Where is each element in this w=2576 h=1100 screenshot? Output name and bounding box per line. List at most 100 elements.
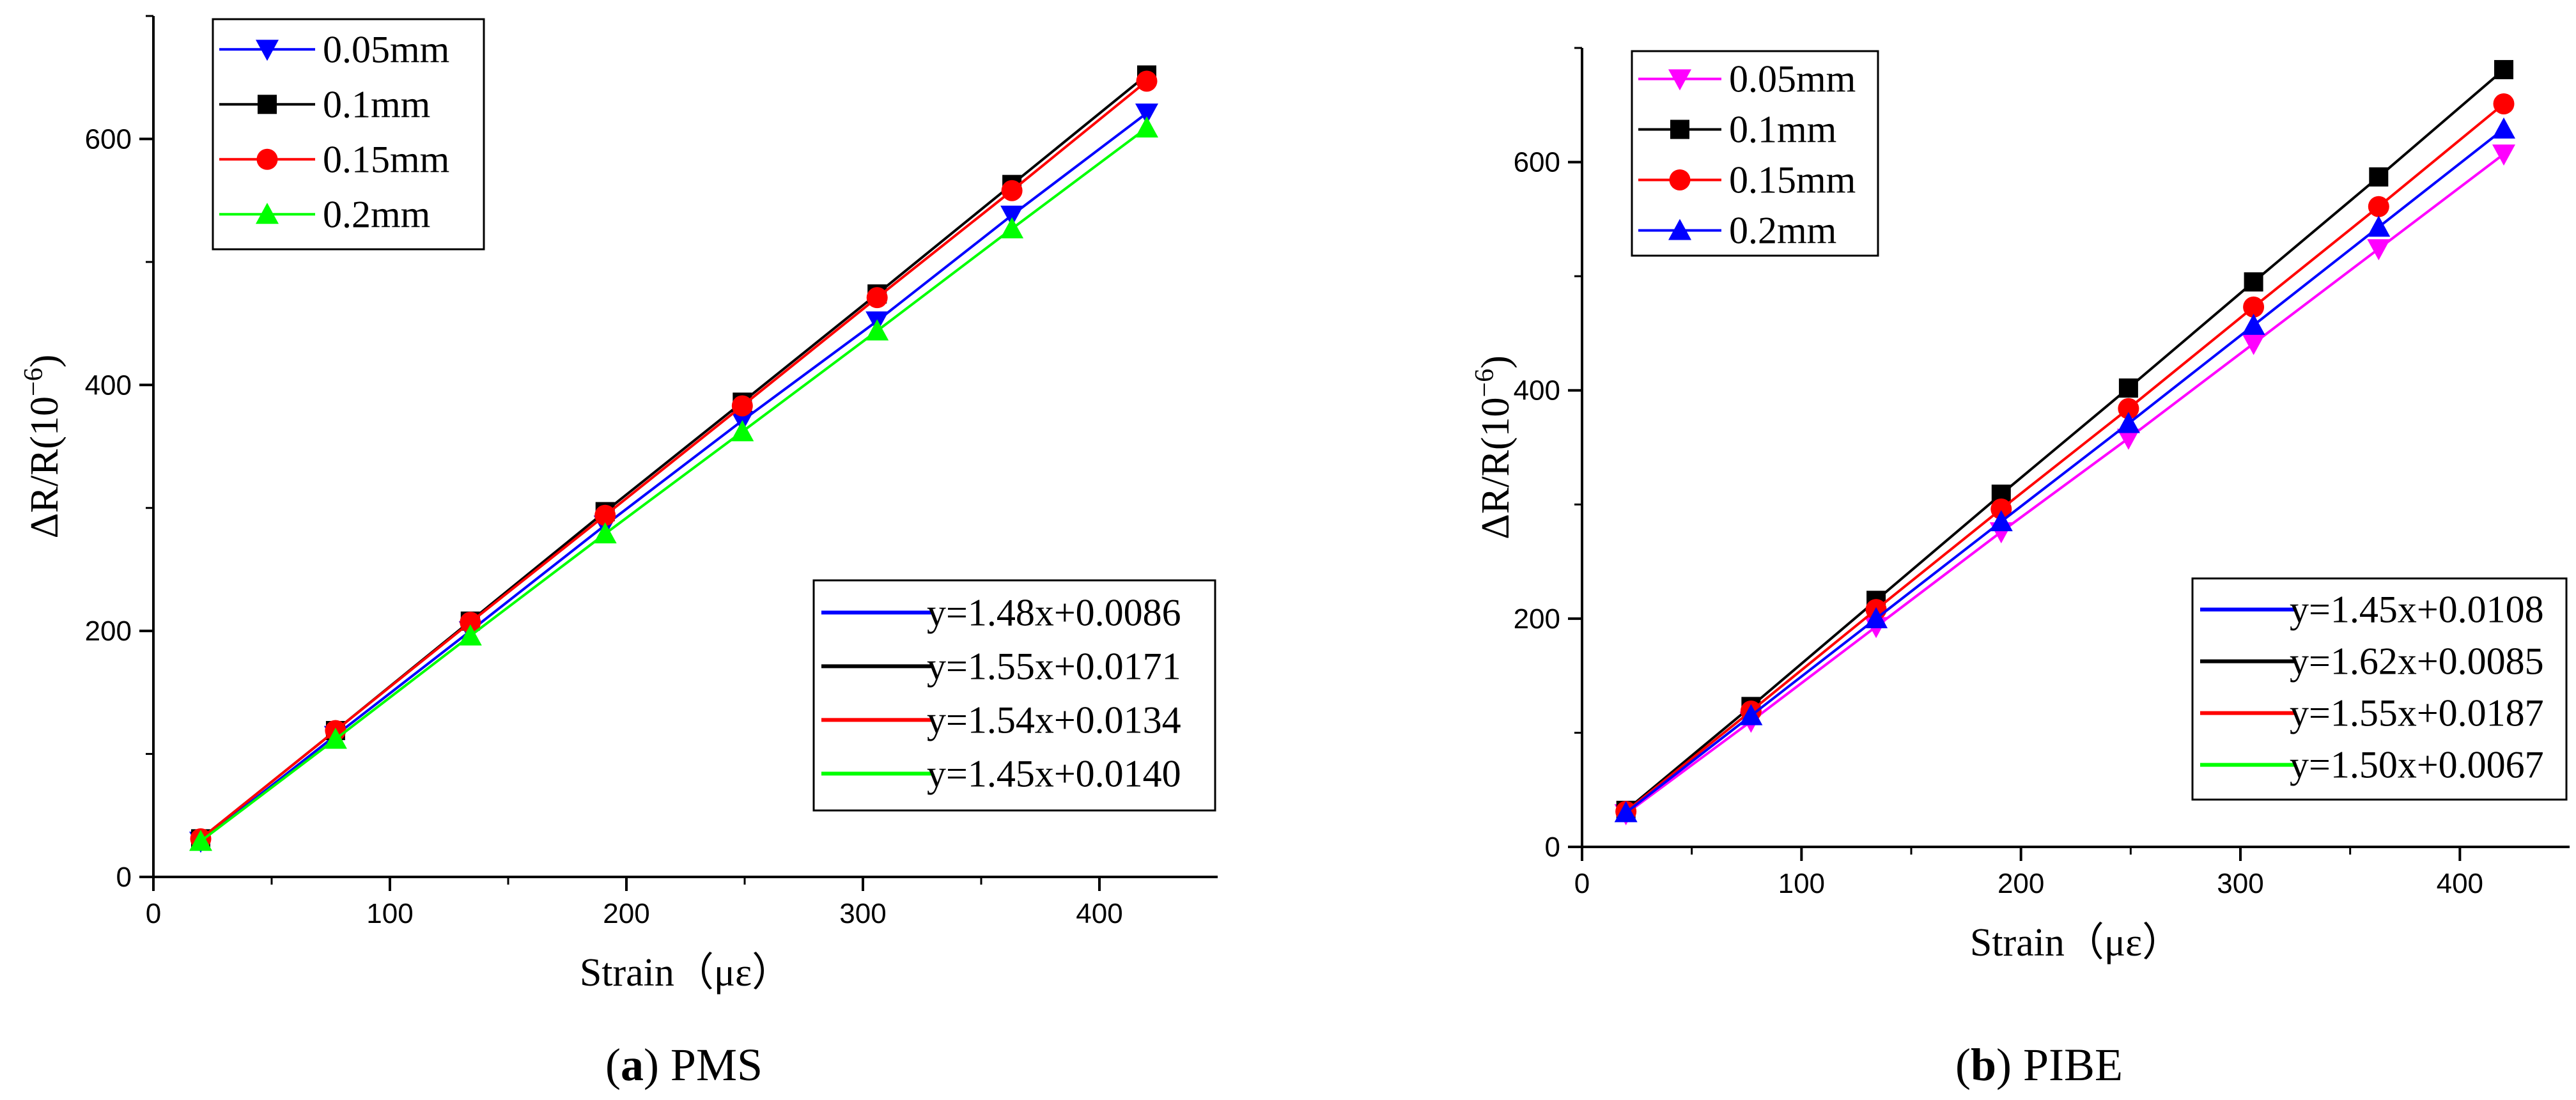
panel-a-legend-marker-2: [256, 148, 278, 170]
panel-a-legend-label-3: 0.2mm: [323, 193, 430, 235]
panel-b-series-2-point-4: [2118, 398, 2139, 419]
panel-b-series-3-point-1: [1739, 704, 1763, 725]
panel-a-series-2-point-7: [1136, 70, 1158, 92]
panel-b-fit-label-3: y=1.50x+0.0067: [2290, 744, 2544, 786]
panel-a-series-2-point-5: [866, 287, 888, 309]
panel-a-y-axis-title-main: ΔR/R(10: [23, 396, 66, 538]
panel-b-series-3-point-0: [1614, 801, 1638, 823]
panel-a-legend-marker-3: [256, 203, 279, 224]
panel-b-fit-label-2: y=1.55x+0.0187: [2290, 692, 2544, 734]
panel-b-series-3-point-3: [1989, 510, 2013, 532]
panel-b-series-3-point-4: [2116, 412, 2140, 433]
panel-a-series-0-point-7: [1135, 104, 1158, 125]
panel-a-x-tick-label-3: 300: [839, 898, 886, 929]
panel-a-y-tick-label-3: 600: [85, 123, 132, 155]
panel-b-series-2-point-7: [2493, 93, 2515, 114]
panel-b-caption-letter: b: [1971, 1039, 1996, 1090]
panel-b-x-tick-label-0: 0: [1574, 868, 1590, 899]
panel-b-series-0-point-5: [2242, 334, 2265, 355]
panel-a-series-line-2: [199, 80, 1148, 840]
panel-a-y-axis-title-exponent: −6: [19, 368, 49, 396]
panel-a-legend-box: [212, 18, 485, 251]
panel-a-caption-open: (: [605, 1039, 621, 1090]
panel-b-series-line-2: [1625, 102, 2505, 813]
panel-b-series-1-point-4: [2118, 378, 2138, 398]
panel-b-series-line-1: [1625, 68, 2505, 812]
panel-b-series-1-point-7: [2494, 59, 2513, 79]
panel-b-y-axis-title-exponent: −6: [1470, 369, 1500, 398]
panel-a-series-line-0: [199, 112, 1148, 842]
panel-b-y-tick-label-0: 0: [1545, 832, 1560, 863]
panel-b-series-3-point-7: [2492, 117, 2515, 139]
panel-a-fit-label-0: y=1.48x+0.0086: [927, 591, 1181, 633]
panel-a-y-axis-title: ΔR/R(10−6): [19, 355, 66, 539]
panel-b-series-2-point-6: [2368, 196, 2389, 217]
panel-b-series-2-point-5: [2243, 296, 2265, 318]
panel-b-fit-label-1: y=1.62x+0.0085: [2290, 640, 2544, 683]
panel-a-legend-marker-1: [258, 95, 277, 114]
panel-a-series-3-point-1: [323, 727, 347, 749]
panel-b-caption-close: ): [1996, 1039, 2023, 1090]
panel-b-x-tick-label-1: 100: [1778, 868, 1825, 899]
panel-a-series-3-point-3: [593, 522, 617, 544]
panel-a-series-2-point-6: [1001, 180, 1023, 201]
panel-a-legend-marker-0: [256, 40, 279, 61]
panel-a-series-3-point-4: [731, 420, 754, 442]
panel-b-y-axis-title-close: ): [1474, 355, 1517, 369]
panel-b-x-tick-label-2: 200: [1998, 868, 2044, 899]
panel-b-series-3-point-2: [1865, 607, 1888, 628]
panel-a-y-tick-label-0: 0: [116, 862, 132, 893]
panel-a-y-tick-label-2: 400: [85, 369, 132, 401]
panel-b-series-2-point-3: [1990, 498, 2012, 520]
panel-a-series-3-point-6: [1000, 217, 1024, 238]
panel-a-series-2-point-3: [594, 504, 616, 526]
panel-b-series-line-3: [1625, 128, 2505, 814]
panel-b-y-tick-label-3: 600: [1514, 147, 1560, 178]
panel-b-caption-open: (: [1955, 1039, 1971, 1090]
panel-b-x-tick-label-4: 400: [2437, 868, 2483, 899]
panel-a-series-2-point-2: [460, 612, 481, 633]
panel-b-y-axis-title-main: ΔR/R(10: [1474, 397, 1517, 539]
panel-a-chart: 0 100 200 300 400 0 200 400 600 Strain（με） ΔR/R(10…: [19, 15, 1218, 1090]
panel-a-fit-label-3: y=1.45x+0.0140: [927, 752, 1181, 794]
panel-a-series-2-point-4: [731, 395, 753, 417]
panel-b-legend-box: [1631, 50, 1879, 257]
panel-a-fit-label-1: y=1.55x+0.0171: [927, 645, 1181, 687]
panel-b-y-tick-label-2: 400: [1514, 375, 1560, 407]
panel-a-series-3-point-5: [865, 319, 889, 341]
panel-b-series-3-point-5: [2242, 313, 2265, 335]
panel-a-legend-label-0: 0.05mm: [323, 28, 449, 70]
panel-b-y-axis-title: ΔR/R(10−6): [1470, 355, 1517, 539]
panel-b-fit-legend-box: [2191, 577, 2568, 801]
panel-a-series-line-3: [199, 127, 1148, 842]
panel-a-x-tick-label-2: 200: [603, 898, 649, 929]
panel-b-series-0-point-7: [2492, 144, 2515, 166]
panel-a-legend-label-2: 0.15mm: [323, 138, 449, 180]
panel-a-x-tick-label-1: 100: [366, 898, 413, 929]
panel-b-series-0-point-4: [2116, 428, 2140, 450]
panel-a-series-3-point-7: [1135, 116, 1158, 138]
panel-b-legend-marker-3: [1668, 219, 1691, 240]
panel-a-series-0-point-6: [1000, 205, 1024, 227]
panel-b-series-1-point-5: [2244, 272, 2263, 292]
panel-b-legend-label-1: 0.1mm: [1729, 108, 1836, 150]
panel-b-caption-text: PIBE: [2023, 1039, 2123, 1090]
panel-a-series-3-point-2: [458, 624, 482, 646]
panel-b-fit-label-0: y=1.45x+0.0108: [2290, 589, 2544, 631]
panel-a-fit-label-2: y=1.54x+0.0134: [927, 699, 1181, 741]
panel-b-series-0-point-6: [2367, 239, 2391, 261]
panel-b-legend-label-0: 0.05mm: [1729, 58, 1856, 100]
panel-a-caption-close: ): [644, 1039, 671, 1090]
panel-b-legend-marker-1: [1670, 120, 1689, 139]
panel-b-x-tick-label-3: 300: [2217, 868, 2263, 899]
panel-b-series-3-point-6: [2367, 215, 2391, 237]
panel-a-y-tick-label-1: 200: [85, 616, 132, 647]
panel-a-caption: (a) PMS: [605, 1039, 763, 1090]
panel-a-series-3-point-0: [189, 830, 212, 851]
panel-b-legend-marker-0: [1668, 69, 1691, 91]
panel-a-x-axis-title: Strain（με）: [580, 951, 791, 995]
panel-b-series-line-0: [1625, 153, 2505, 815]
panel-a-x-tick-label-0: 0: [146, 898, 161, 929]
panel-a-y-axis-title-close: ): [23, 355, 66, 368]
panel-a-x-tick-label-4: 400: [1076, 898, 1122, 929]
